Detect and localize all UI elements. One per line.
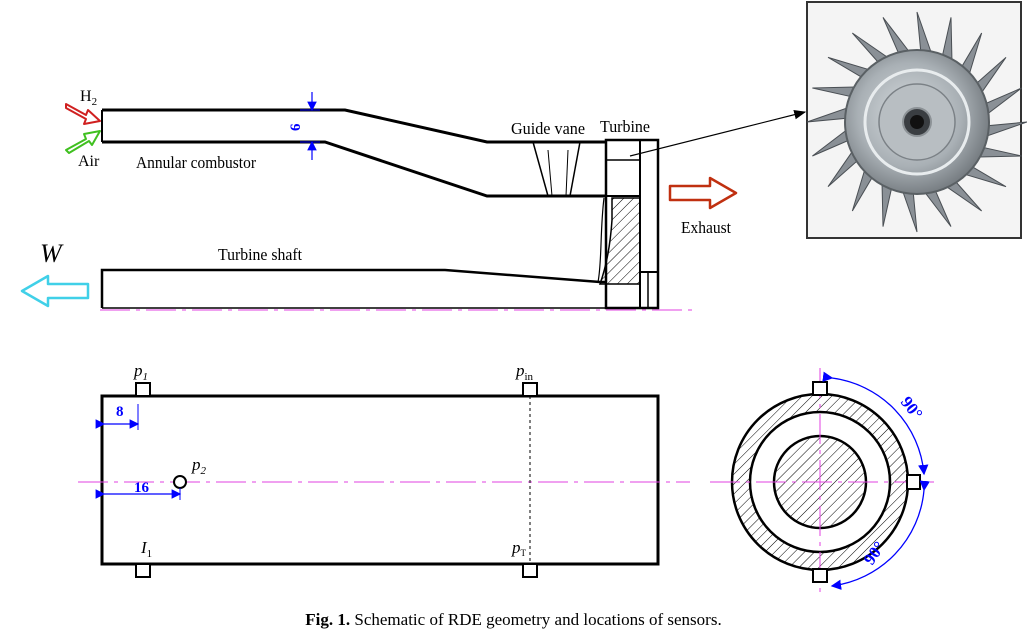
cross-port-right: [906, 474, 921, 490]
rde-schematic-figure: 6 H2 Air Annular combustor Guide vane Tu…: [20, 1, 1027, 598]
sensor-port-p2: [173, 475, 187, 489]
caption-label: Fig. 1.: [305, 610, 351, 629]
sensor-port-pt: [522, 563, 538, 578]
annular-combustor-label: Annular combustor: [136, 153, 256, 172]
h2-inlet-arrow: [65, 103, 101, 125]
label-pt: pT: [511, 538, 527, 558]
label-i1: I1: [140, 538, 152, 560]
sensor-layout-drawing: 8 16 p1 pin p2 I1 pT: [78, 361, 690, 578]
label-p1: p1: [133, 361, 148, 383]
top-engine-schematic: [100, 108, 660, 310]
power-output-label: W: [40, 239, 64, 268]
label-p2: p2: [191, 455, 207, 477]
cross-port-bottom: [812, 568, 828, 583]
gap-dimension-value: 6: [288, 123, 304, 131]
turbine-shaft-label: Turbine shaft: [218, 245, 302, 264]
turbine-photo: [806, 1, 1027, 239]
cross-port-top: [812, 381, 828, 396]
air-label: Air: [78, 153, 100, 170]
sensor-port-p1: [135, 382, 151, 397]
turbine-disk-hatched: [598, 197, 641, 285]
turbine-label: Turbine: [600, 117, 650, 136]
angle-arc-top: [822, 371, 929, 476]
air-inlet-arrow: [65, 130, 101, 154]
caption-text: Schematic of RDE geometry and locations …: [350, 610, 722, 629]
power-output-arrow: [20, 274, 90, 308]
photo-leader-line: [629, 109, 807, 157]
combustor-inner-wall: [102, 140, 606, 198]
figure-caption: Fig. 1. Schematic of RDE geometry and lo…: [0, 610, 1027, 630]
h2-label: H2: [80, 88, 97, 108]
combustor-side-view: [100, 394, 660, 566]
guide-vane-label: Guide vane: [511, 119, 585, 138]
sensor-port-pin: [522, 382, 538, 397]
gap-dimension: 6: [288, 92, 320, 160]
exhaust-arrow: [668, 176, 738, 210]
label-pin: pin: [515, 361, 534, 383]
cross-section-drawing: 90° 90°: [710, 368, 940, 598]
turbine-blades: [806, 11, 1027, 233]
dimension-16: 16: [134, 480, 150, 496]
dimension-8: 8: [116, 404, 124, 420]
angle-label-top: 90°: [897, 393, 927, 423]
sensor-port-i1: [135, 563, 151, 578]
combustor-outer-wall: [102, 108, 606, 144]
angle-arc-bottom: [830, 480, 930, 590]
exhaust-label: Exhaust: [681, 218, 731, 237]
turbine-shaft-outline: [100, 268, 606, 308]
